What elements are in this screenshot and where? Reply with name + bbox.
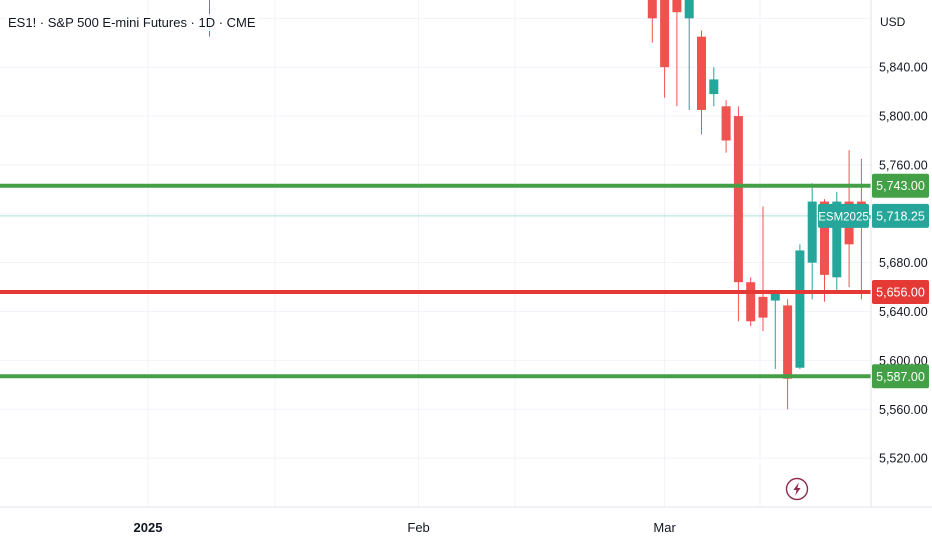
grid-lines (0, 0, 871, 507)
candle (733, 106, 743, 322)
price-tick-label: 5,840.00 (879, 61, 928, 75)
candle-body (733, 116, 743, 283)
level-price-label: 5,587.00 (876, 370, 925, 384)
candle (770, 290, 780, 369)
level-price-label: 5,656.00 (876, 285, 925, 299)
lightning-icon[interactable] (785, 477, 809, 501)
contract-tag (818, 203, 869, 228)
candle-body (795, 250, 805, 368)
price-axis-ticks: 5,520.005,560.005,600.005,640.005,680.00… (879, 61, 928, 466)
time-tick-label: Feb (407, 520, 429, 535)
price-tick-label: 5,640.00 (879, 305, 928, 319)
candle-body (783, 305, 793, 379)
symbol-title[interactable]: ES1! · S&P 500 E-mini Futures · 1D · CME (6, 14, 258, 31)
time-tick-label: Mar (653, 520, 676, 535)
current-price-label: 5,718.25 (876, 209, 925, 223)
candle-body (660, 0, 670, 68)
candle (647, 0, 657, 43)
price-tick-label: 5,800.00 (879, 110, 928, 124)
candle (807, 183, 817, 300)
price-tick-label: 5,560.00 (879, 403, 928, 417)
level-price-tag (872, 279, 929, 304)
candle-body (770, 290, 780, 301)
level-price-tag (872, 364, 929, 389)
candle (856, 158, 866, 300)
candle-body (807, 201, 817, 263)
candle (795, 244, 805, 369)
candle (721, 100, 731, 153)
time-tick-label: 2025 (134, 520, 163, 535)
level-price-tag (872, 173, 929, 198)
candle-body (746, 282, 756, 322)
current-price-tag (872, 203, 929, 228)
candle (746, 277, 756, 327)
candle (660, 0, 670, 98)
price-axis[interactable]: USD (870, 0, 932, 550)
candle-body (647, 0, 657, 19)
currency-label[interactable]: USD (880, 15, 906, 29)
candle-body (832, 201, 842, 278)
candle-body (672, 0, 682, 13)
candle-body (820, 201, 829, 275)
price-tick-label: 5,520.00 (879, 452, 928, 466)
candle (783, 299, 793, 410)
candle-body (684, 0, 694, 19)
horizontal-levels[interactable] (0, 183, 871, 379)
candle (697, 30, 706, 135)
candlestick-series (209, 0, 879, 410)
candle-body (758, 296, 768, 318)
price-labels: 5,743.00 5,656.00 5,587.00 5,718.25 ESM2025 (818, 173, 929, 389)
candle-body (697, 36, 706, 110)
candle-body (709, 79, 719, 95)
level-price-label: 5,743.00 (876, 179, 925, 193)
time-axis-ticks: 2025 Feb Mar (134, 520, 677, 535)
price-tick-label: 5,680.00 (879, 256, 928, 270)
candle (709, 67, 719, 107)
price-tick-label: 5,760.00 (879, 158, 928, 172)
candle (758, 206, 768, 332)
candle (684, 0, 694, 110)
candle-body (721, 106, 731, 141)
contract-label: ESM2025 (818, 211, 869, 223)
candle (672, 0, 682, 107)
time-axis[interactable] (0, 506, 932, 550)
